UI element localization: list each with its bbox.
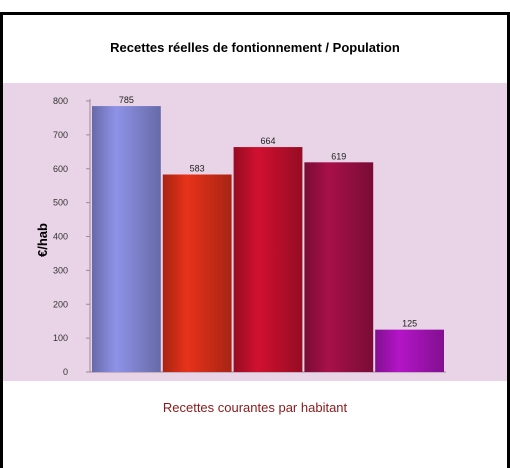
- y-tick-label: 700: [53, 130, 68, 140]
- y-tick-label: 400: [53, 232, 68, 242]
- y-tick-label: 200: [53, 299, 68, 309]
- y-axis-label: €/hab: [35, 223, 50, 257]
- data-label-3: 664: [260, 136, 275, 146]
- bar-1: [92, 106, 161, 373]
- chart-frame: [0, 12, 510, 468]
- y-tick-label: 0: [63, 367, 68, 377]
- y-tick-label: 600: [53, 164, 68, 174]
- bar-2: [162, 174, 232, 372]
- bars-group: [92, 106, 444, 373]
- data-label-1: 785: [119, 95, 134, 105]
- chart-caption: Recettes courantes par habitant: [162, 400, 348, 415]
- data-label-2: 583: [190, 164, 205, 174]
- y-tick-label: 300: [53, 265, 68, 275]
- y-tick-label: 100: [53, 333, 68, 343]
- bar-3: [233, 147, 303, 372]
- data-label-5: 125: [402, 319, 417, 329]
- data-labels-group: 785 583 664 619 125: [119, 95, 417, 329]
- data-label-4: 619: [331, 151, 346, 161]
- bar-5: [375, 329, 444, 372]
- bar-4: [304, 162, 374, 372]
- y-tick-label: 800: [53, 96, 68, 106]
- chart-title: Recettes réelles de fontionnement / Popu…: [110, 40, 400, 55]
- y-tick-label: 500: [53, 198, 68, 208]
